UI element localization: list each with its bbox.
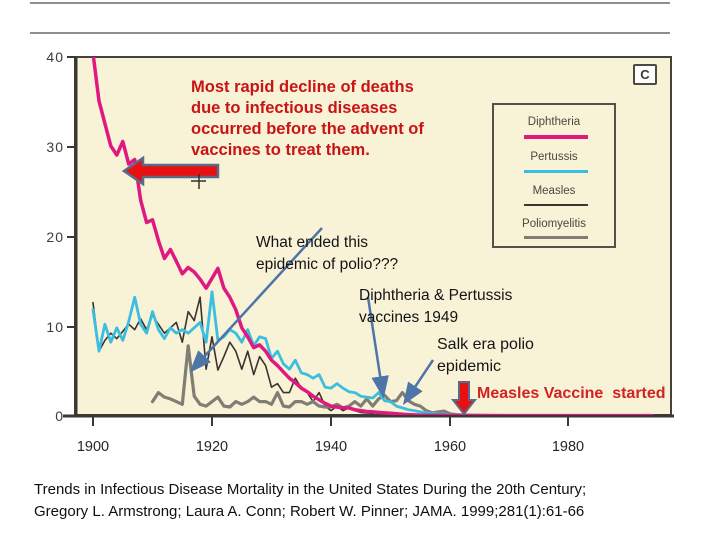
x-axis-label: 1920 [195, 439, 229, 455]
pertussis-line [91, 290, 511, 415]
dp-vaccines-pointer-arrow [366, 296, 389, 399]
legend-label-measles: Measles [532, 185, 576, 197]
y-axis-label: 10 [46, 319, 64, 335]
legend-label-pertussis: Pertussis [530, 151, 578, 163]
y-axis-label: 20 [46, 229, 64, 245]
polio-question-pointer-arrow [189, 227, 323, 373]
left-red-arrow [121, 155, 220, 187]
salk-pointer-arrow [402, 359, 435, 406]
y-axis-label: 0 [55, 408, 64, 424]
y-axis-label: 30 [46, 139, 64, 155]
x-axis-label: 1940 [314, 439, 348, 455]
measles-vaccine-down-arrow [450, 381, 478, 416]
legend-label-poliomyelitis: Poliomyelitis [522, 218, 586, 230]
claim-text: Most rapid decline of deaths due to infe… [191, 78, 424, 159]
poliomyelitis-line [150, 344, 482, 415]
x-axis-label: 1980 [551, 439, 585, 455]
legend-line-swatch-measles [524, 204, 588, 206]
legend-line-swatch-poliomyelitis [524, 236, 588, 240]
citation-text: Trends in Infectious Disease Mortality i… [34, 481, 587, 520]
legend-line-swatch-diphtheria [524, 135, 588, 139]
panel-label-badge: C [633, 64, 657, 85]
legend-line-swatch-pertussis [524, 170, 588, 173]
top-rule [30, 2, 670, 4]
legend: Diphtheria Pertussis Measles Poliomyelit… [492, 103, 616, 248]
salk-text: Salk era polio epidemic [437, 336, 534, 375]
legend-label-diphtheria: Diphtheria [527, 116, 581, 128]
x-axis-ticks [92, 417, 569, 426]
x-axis-label: 1960 [433, 439, 467, 455]
y-axis-label: 40 [46, 49, 64, 65]
x-axis-label: 1900 [76, 439, 110, 455]
diphtheria-line [91, 57, 654, 415]
header-rule [30, 32, 670, 34]
y-axis-ticks [67, 56, 76, 417]
measles-vaccine-text: Measles Vaccine started [477, 385, 666, 402]
polio-question-text: What ended this epidemic of polio??? [256, 234, 399, 273]
dp-vaccines-text: Diphtheria & Pertussis vaccines 1949 [359, 287, 513, 326]
plus-cross-mark [191, 174, 206, 189]
